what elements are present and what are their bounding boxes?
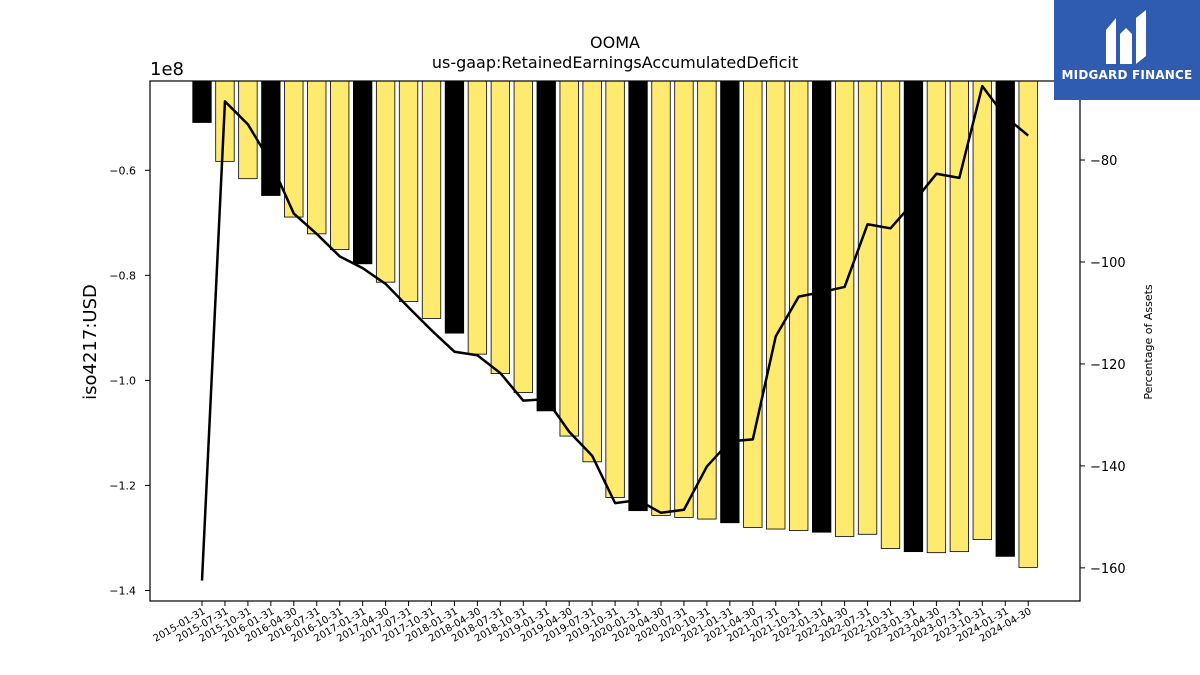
- bar-2020-07-31: [674, 80, 694, 518]
- bar-2021-01-31: [720, 80, 740, 524]
- bar-2017-10-31: [421, 80, 442, 319]
- bar-2018-07-31: [490, 80, 511, 374]
- bar-2016-10-31: [330, 80, 350, 251]
- bar-2023-01-31: [903, 80, 924, 553]
- bar-2022-04-30: [834, 80, 855, 537]
- y-tick-label: −0.8: [109, 269, 136, 282]
- bar-2022-01-31: [812, 80, 832, 533]
- bar-2023-10-31: [972, 80, 992, 540]
- y-tick-label: −1.2: [109, 479, 136, 492]
- y2-tick-label: −160: [1090, 562, 1126, 577]
- bar-2024-01-31: [995, 80, 1015, 557]
- bar-2017-01-31: [352, 80, 373, 265]
- bar-2019-01-31: [536, 80, 556, 412]
- bar-2021-04-30: [743, 80, 763, 528]
- bar-2018-04-30: [467, 80, 488, 355]
- bar-2016-07-31: [307, 80, 327, 235]
- y2-tick-label: −80: [1090, 154, 1117, 169]
- bar-2020-04-30: [651, 80, 671, 516]
- y2-tick-label: −140: [1090, 460, 1126, 475]
- chart-subtitle: us-gaap:RetainedEarningsAccumulatedDefic…: [432, 53, 798, 72]
- bar-2024-04-30: [1018, 80, 1038, 568]
- y2-axis-label: Percentage of Assets: [1142, 284, 1155, 400]
- bar-2018-01-31: [444, 80, 465, 334]
- y2-tick-label: −120: [1090, 358, 1126, 373]
- bar-2020-10-31: [697, 80, 717, 520]
- bar-2019-04-30: [559, 80, 579, 437]
- bar-2020-01-31: [628, 80, 648, 512]
- y2-tick-label: −100: [1090, 256, 1126, 271]
- chart-title: OOMA: [590, 33, 640, 52]
- axes-group: −0.6−0.8−1.0−1.2−1.4−80−100−120−140−1602…: [109, 80, 1126, 645]
- bar-2015-10-31: [238, 80, 258, 180]
- y-tick-label: −1.4: [109, 584, 136, 597]
- percentage-of-assets-line: [200, 84, 1029, 581]
- bar-2018-10-31: [513, 80, 533, 393]
- bars-group: [192, 80, 1038, 568]
- logo-text: MIDGARD FINANCE: [1061, 68, 1193, 82]
- bar-2022-07-31: [857, 80, 878, 535]
- bar-2021-07-31: [766, 80, 786, 530]
- line-group: [200, 84, 1029, 581]
- bar-2022-10-31: [880, 80, 901, 549]
- bar-2017-07-31: [398, 80, 419, 303]
- bar-2019-07-31: [582, 80, 602, 463]
- bar-2019-10-31: [605, 80, 625, 498]
- logo-mark-icon: [1106, 10, 1146, 64]
- y-tick-label: −1.0: [109, 374, 136, 387]
- y-axis-scale-label: 1e8: [150, 59, 184, 80]
- bar-2023-04-30: [926, 80, 947, 554]
- y-tick-label: −0.6: [109, 164, 136, 177]
- logo: MIDGARD FINANCE: [1054, 0, 1200, 100]
- bar-2017-04-30: [375, 80, 396, 283]
- bar-2015-01-31: [192, 80, 212, 123]
- y-axis-label: iso4217:USD: [80, 284, 101, 400]
